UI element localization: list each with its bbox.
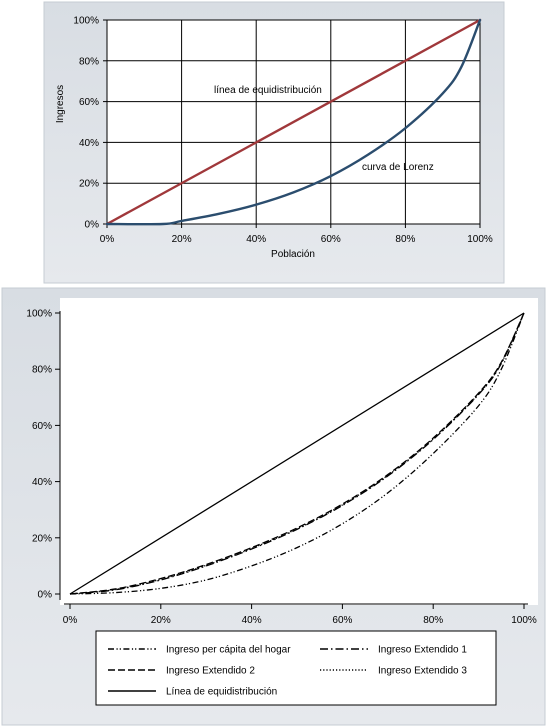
bottom-xtick-label: 40% <box>242 615 262 626</box>
legend-box <box>95 630 497 706</box>
top-chart-annotation-equidistribution: línea de equidistribución <box>214 85 322 96</box>
top-chart-yaxis-label: Ingresos <box>55 85 66 123</box>
bottom-series-ingreso-per-c-pita-del-hogar <box>69 312 525 595</box>
legend-entries: Ingreso per cápita del hogar Ingreso Exte… <box>108 645 467 698</box>
bottom-xtick-label: 20% <box>151 615 171 626</box>
bottom-series-l-nea-de-equidistribuci-n <box>69 312 525 595</box>
top-chart-annotation-lorenz: curva de Lorenz <box>362 162 434 173</box>
top-xtick-label: 20% <box>172 234 192 245</box>
bottom-xtick-label: 0% <box>63 615 78 626</box>
top-plot-border <box>106 19 481 225</box>
lorenz-curve <box>105 18 482 226</box>
bottom-ytick-label: 60% <box>32 421 52 432</box>
top-chart-xaxis-label: Población <box>271 249 315 260</box>
bottom-chart-lines <box>69 312 525 595</box>
legend-label: Ingreso per cápita del hogar <box>166 645 291 656</box>
bottom-xtick-label: 60% <box>332 615 352 626</box>
top-xtick-label: 100% <box>467 234 493 245</box>
bottom-ytick-label: 80% <box>32 365 52 376</box>
bottom-chart-ticks: 0% 20% 40% 60% 80% 100% 0% 20% 40% 60% 80% 100% <box>26 309 536 627</box>
equidistribution-line <box>105 18 482 226</box>
legend-label: Ingreso Extendido 1 <box>378 645 467 656</box>
top-ytick-label: 80% <box>79 56 99 67</box>
bottom-series-ingreso-extendido-2 <box>69 312 525 595</box>
top-xtick-label: 60% <box>321 234 341 245</box>
bottom-ytick-label: 100% <box>26 309 52 320</box>
top-chart: 0% 20% 40% 60% 80% 100% 0% 20% 40% 60% 80% 100% Pob… <box>43 1 505 284</box>
top-ytick-label: 100% <box>73 16 99 27</box>
bottom-chart-legend: Ingreso per cápita del hogar Ingreso Exte… <box>95 630 497 706</box>
bottom-xtick-label: 80% <box>423 615 443 626</box>
top-chart-ticks: 0% 20% 40% 60% 80% 100% 0% 20% 40% 60% 80% 100% <box>73 16 492 246</box>
bottom-xtick-label: 100% <box>511 615 537 626</box>
top-chart-lines <box>105 18 482 226</box>
bottom-ytick-label: 20% <box>32 533 52 544</box>
top-ytick-label: 60% <box>79 97 99 108</box>
top-ytick-label: 40% <box>79 138 99 149</box>
top-ytick-label: 0% <box>85 220 100 231</box>
bottom-ytick-label: 40% <box>32 477 52 488</box>
legend-label: Ingreso Extendido 3 <box>378 666 467 677</box>
top-ytick-label: 20% <box>79 179 99 190</box>
top-xtick-label: 40% <box>246 234 266 245</box>
top-xtick-label: 0% <box>100 234 115 245</box>
legend-label: Línea de equidistribución <box>166 687 277 698</box>
legend-label: Ingreso Extendido 2 <box>166 666 255 677</box>
bottom-series-ingreso-extendido-3 <box>69 312 525 595</box>
bottom-ytick-label: 0% <box>38 590 53 601</box>
bottom-series-ingreso-extendido-1 <box>69 312 525 595</box>
top-xtick-label: 80% <box>395 234 415 245</box>
bottom-chart: 0% 20% 40% 60% 80% 100% 0% 20% 40% 60% 80% 100% Ing… <box>1 287 546 726</box>
